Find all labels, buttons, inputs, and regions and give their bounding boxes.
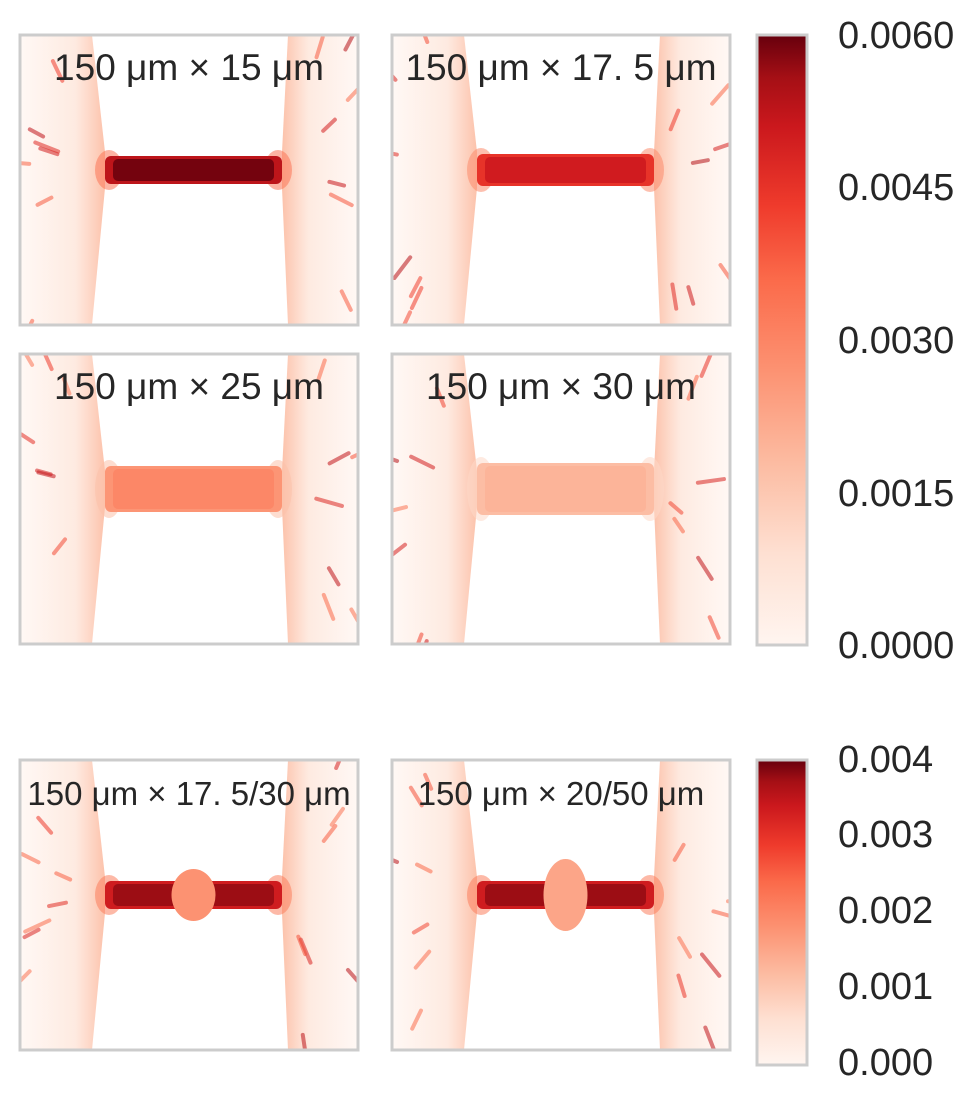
colorbar-bottom-tick-4: 0.001	[838, 966, 933, 1008]
panel-frame	[390, 33, 732, 327]
reservoir-right	[654, 35, 730, 325]
heatmap-panel-6	[390, 758, 732, 1052]
channel	[467, 859, 664, 931]
heatmap-panel-3	[18, 352, 360, 646]
panel-frame	[390, 758, 732, 1052]
colorbar-bottom-tick-3: 0.002	[838, 890, 933, 932]
colorbar-top-tick-3: 0.0030	[838, 320, 954, 362]
panel-title-3: 150 μm × 25 μm	[54, 366, 324, 407]
colorbar-top-tick-1: 0.0060	[838, 15, 954, 57]
panel-frame	[390, 352, 732, 646]
panel-title-4: 150 μm × 30 μm	[426, 366, 696, 407]
reservoir-left	[392, 354, 477, 644]
channel-bulge	[543, 859, 588, 931]
reservoir-left	[20, 35, 105, 325]
panel-frame	[18, 758, 360, 1052]
panel-frame	[18, 33, 360, 327]
channel	[95, 869, 292, 921]
colorbar-bottom	[755, 758, 809, 1067]
reservoir-left	[392, 760, 477, 1050]
colorbar-top-tick-2: 0.0045	[838, 167, 954, 209]
channel-bulge	[171, 869, 216, 921]
panel-frame	[18, 352, 360, 646]
panel-title-1: 150 μm × 15 μm	[54, 47, 324, 88]
heatmap-panel-1	[18, 33, 360, 327]
channel	[95, 460, 292, 518]
reservoir-left	[392, 35, 477, 325]
channel	[467, 148, 664, 192]
panel-title-5: 150 μm × 17. 5/30 μm	[27, 775, 350, 812]
colorbar-top	[755, 33, 809, 647]
reservoir-right	[282, 760, 358, 1050]
panel-title-2: 150 μm × 17. 5 μm	[405, 47, 716, 88]
colorbar-top-tick-4: 0.0015	[838, 473, 954, 515]
colorbar-bottom-tick-5: 0.000	[838, 1042, 933, 1084]
panel-title-6: 150 μm × 20/50 μm	[418, 775, 705, 812]
reservoir-left	[20, 354, 105, 644]
heatmap-panel-2	[390, 33, 732, 327]
colorbar-bottom-tick-2: 0.003	[838, 814, 933, 856]
colorbar-bottom-tick-1: 0.004	[838, 739, 933, 781]
heatmap-panel-4	[390, 352, 732, 646]
heatmap-panel-5	[18, 758, 360, 1052]
reservoir-right	[282, 35, 358, 325]
reservoir-right	[654, 760, 730, 1050]
channel	[95, 150, 292, 190]
colorbar-top-tick-5: 0.0000	[838, 625, 954, 667]
channel	[467, 457, 664, 521]
reservoir-right	[654, 354, 730, 644]
